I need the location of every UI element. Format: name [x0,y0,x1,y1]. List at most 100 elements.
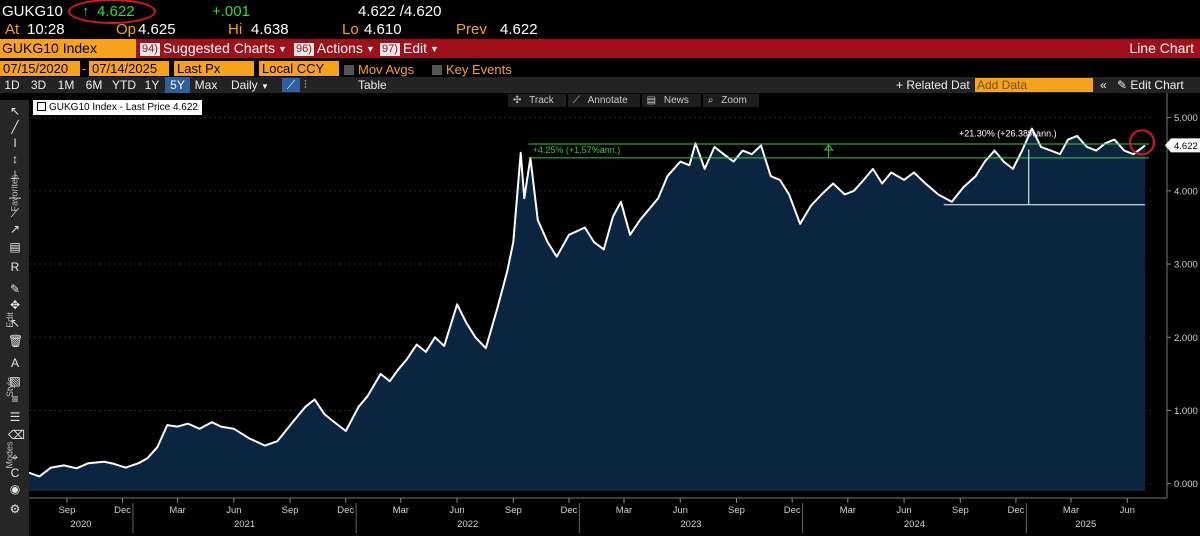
channel-tool-icon[interactable]: ▤ [9,240,21,254]
x-year-label: 2020 [70,519,91,530]
cursor-icon[interactable]: ↖ [9,104,21,118]
high-value: 4.638 [251,21,289,38]
caret-down-icon: ▼ [261,82,269,91]
field-selector[interactable]: Last Px [174,61,254,76]
table-button[interactable]: Table [358,78,387,92]
period-ytd[interactable]: YTD [112,78,136,92]
x-year-label: 2021 [234,519,255,530]
chart-type-title: Line Chart [1129,40,1194,56]
horizontal-line-icon[interactable]: — [9,190,21,204]
y-axis: 0.000 1.000 2.000 3.000 4.000 5.000 4.622 [1129,93,1200,498]
add-data-input[interactable]: Add Data [975,78,1093,92]
price-chart[interactable]: +4.25% (+1.57%ann.) +21.30% (+26.38%ann.)… [28,93,1200,536]
annotation-arrow-head [823,144,834,151]
actions-menu[interactable]: 96) Actions ▼ [294,40,375,56]
text-tool-icon[interactable]: I [13,136,17,150]
period-max[interactable]: Max [194,78,218,92]
currency-selector[interactable]: Local CCY [259,61,339,76]
last-value-tag [1165,138,1200,153]
edit-chart-button[interactable]: ✎ Edit Chart [1117,78,1184,92]
annotate-button[interactable]: ⟋ Annotate [567,94,640,107]
trash-icon[interactable]: 🗑 [8,334,24,348]
open-label: Op [116,21,137,38]
x-tick-label: Jun [449,505,464,516]
chart-area[interactable]: +4.25% (+1.57%ann.) +21.30% (+26.38%ann.)… [28,93,1200,536]
pencil-icon: ✎ [1117,78,1128,92]
highlight-circle [68,0,156,24]
collapse-icon[interactable]: « [1100,78,1107,92]
price-line[interactable] [28,127,1146,478]
period-1d[interactable]: 1D [4,78,20,92]
period-5y[interactable]: 5Y [165,77,190,93]
suggested-charts-menu[interactable]: 94) Suggested Charts ▼ [140,40,287,56]
low-label: Lo [342,21,359,38]
line-chart-icon[interactable]: ⟋ [282,78,300,92]
favorites-label: Favorites [9,174,20,212]
pen-tool-icon[interactable]: ✎ [9,282,21,296]
mov-avgs-toggle[interactable]: Mov Avgs [344,61,414,78]
line-width-icon[interactable]: ≡ [11,392,19,406]
related-data-button[interactable]: + Related Dat [896,78,970,92]
move-tool-icon[interactable]: ✥ [9,298,21,312]
font-style-icon[interactable]: A [10,356,19,370]
settings-gear-icon[interactable]: ⚙ [9,502,21,516]
annotations: +4.25% (+1.57%ann.) +21.30% (+26.38%ann.) [528,128,1149,206]
period-3d[interactable]: 3D [30,78,47,92]
x-tick-label: Dec [561,505,578,516]
start-date-field[interactable]: 07/15/2020 [0,61,80,76]
edit-menu[interactable]: 97) Edit ▼ [380,40,439,56]
legend-checkbox-icon[interactable] [37,102,46,111]
y-tick-label: 2.000 [1174,333,1198,344]
ticker: GUKG10 [2,3,63,20]
color-fill-icon[interactable]: ▧ [9,374,21,388]
checkbox-icon [432,65,442,75]
low-value: 4.610 [364,21,402,38]
y-tick-label: 3.000 [1174,260,1198,271]
frequency-selector[interactable]: Daily ▼ [231,78,269,92]
track-button[interactable]: ✣ Track [508,94,566,107]
x-tick-label: Mar [393,505,409,516]
bar-chart-icon[interactable]: ⫶ [304,79,307,91]
end-date-field[interactable]: 07/14/2025 [89,61,169,76]
settings-row: 07/15/2020 - 07/14/2025 Last Px Local CC… [0,60,1200,77]
x-tick-label: Mar [840,505,856,516]
x-year-label: 2024 [904,519,925,530]
x-tick-label: Sep [952,505,969,516]
x-tick-label: Mar [1063,505,1079,516]
x-axis: Sep Dec Mar Jun Sep Dec Mar Jun Sep Dec Mar Jun Sep D… [29,497,1167,533]
quote-row-top: GUKG10 ↑ 4.622 +.001 4.622 /4.620 [0,0,1200,24]
measure-tool-icon[interactable]: ↕ [12,152,18,166]
trend-line-icon[interactable]: ⟋ [10,206,20,220]
x-tick-label: Dec [114,505,131,516]
x-year-label: 2022 [457,519,478,530]
ray-line-icon[interactable]: ↗ [9,222,21,236]
caret-down-icon: ▼ [365,44,375,54]
legend[interactable]: GUKG10 Index - Last Price 4.622 [33,100,202,115]
left-toolbar: ↖ ╱ I ↕ ⊥ — ⟋ ↗ ▤ R ✎ ✥ ↖ 🗑 A ▧ ≡ ☰ ⌫ ⌖ … [0,100,29,536]
x-tick-label: Dec [1008,505,1025,516]
checkbox-icon [344,65,354,75]
line-style-icon[interactable]: ☰ [9,410,21,424]
security-field[interactable]: GUKG10 Index [0,39,136,58]
news-button[interactable]: ▤ News [641,94,701,107]
key-events-toggle[interactable]: Key Events [432,61,512,78]
y-tick-label: 4.000 [1174,186,1198,197]
zoom-button[interactable]: ⌕ Zoom [702,94,759,107]
x-year-label: 2023 [680,519,701,530]
period-6m[interactable]: 6M [85,78,103,92]
period-1y[interactable]: 1Y [144,78,160,92]
period-1m[interactable]: 1M [57,78,75,92]
style-label: Style [5,376,16,398]
high-label: Hi [228,21,243,38]
prev-value: 4.622 [500,21,538,38]
line-tool-icon[interactable]: ╱ [11,120,19,134]
select-tool-icon[interactable]: ↖ [9,316,21,330]
hline-tool-icon[interactable]: ⊥ [9,168,21,182]
snap-mode-icon[interactable]: C [10,466,20,480]
crosshair-mode-icon[interactable]: ⌖ [11,450,19,464]
annotation-label-1: +4.25% (+1.57%ann.) [533,145,621,155]
eraser-icon[interactable]: ⌫ [8,428,25,442]
retracement-tool-icon[interactable]: R [10,260,20,274]
palette-icon[interactable]: ◉ [9,482,21,496]
last-price-highlight-circle [1129,129,1155,156]
